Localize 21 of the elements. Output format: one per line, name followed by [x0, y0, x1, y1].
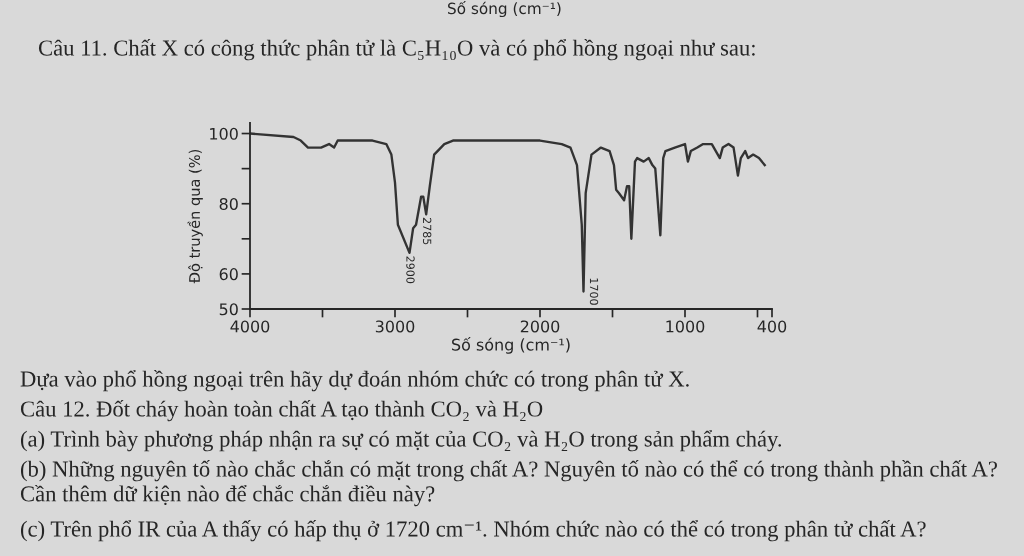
x-axis-title: Số sóng (cm⁻¹): [452, 336, 570, 354]
x-tick-label: 400: [757, 320, 787, 333]
text: Câu 12. Đốt cháy hoàn toàn chất A tạo thành CO₂ và H₂O: [20, 400, 543, 422]
text: Số sóng (cm⁻¹): [448, 1, 561, 18]
x-tick-label: 4000: [230, 320, 270, 333]
y-tick-label: 60: [219, 268, 238, 281]
text: (a) Trình bày phương pháp nhận ra sự có mặt của CO₂ và H₂O trong sản phẩm cháy.: [20, 430, 782, 452]
y-tick-label: 50: [219, 303, 238, 316]
y-tick-label: 100: [210, 127, 238, 140]
x-tick-label: 1000: [666, 320, 705, 333]
text: (c) Trên phổ IR của A thấy có hấp thụ ở 1720 cm⁻¹. Nhóm chức nào có thể có trong phân tử chất A?: [20, 520, 926, 542]
x-tick-label: 2000: [520, 320, 560, 333]
text: (b) Những nguyên tố nào chắc chắn có mặt trong chất A? Nguyên tố nào có thể có trong thành phần chất A? Cần thêm dữ kiện nào để chắc chắn điều này?: [20, 460, 997, 507]
annotation: 2785: [422, 217, 432, 245]
chart-title: Câu 11. Chất X có công thức phân tử là C₅H₁₀O và có phổ hồng ngoại như sau:: [38, 39, 755, 61]
y-axis-title: Độ truyền qua (%): [187, 149, 203, 284]
x-tick-label: 3000: [375, 320, 415, 333]
annotation: 1700: [589, 278, 599, 305]
annotation: 2900: [406, 256, 415, 284]
text: Dựa vào phổ hồng ngoại trên hãy dự đoán nhóm chức có trong phân tử X.: [20, 370, 689, 392]
y-tick-label: 80: [219, 197, 238, 211]
